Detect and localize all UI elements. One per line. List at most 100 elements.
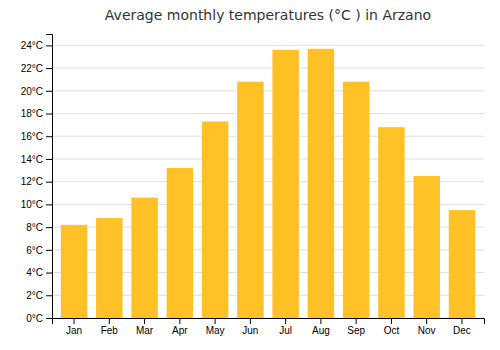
tick-label: Feb — [101, 325, 119, 336]
tick-label: 22°C — [21, 63, 43, 74]
grid-line — [52, 45, 484, 46]
tick: 0°C — [26, 313, 52, 324]
tick-mark — [46, 136, 52, 137]
axis-line — [46, 35, 53, 319]
axis-line — [53, 319, 485, 325]
tick-label: 14°C — [21, 154, 43, 165]
bar — [413, 176, 439, 318]
tick-label: 24°C — [21, 40, 43, 51]
tick-mark — [46, 45, 52, 46]
tick: 8°C — [26, 222, 52, 233]
grid-line — [52, 158, 484, 159]
tick: 4°C — [26, 267, 52, 278]
tick-mark — [46, 227, 52, 228]
tick: Jun — [242, 318, 258, 336]
bar — [378, 127, 404, 318]
tick: Jan — [66, 318, 82, 336]
tick-label: 2°C — [26, 290, 43, 301]
tick: Sep — [347, 318, 365, 336]
tick: Oct — [384, 318, 400, 336]
tick: 12°C — [21, 176, 52, 187]
tick-mark — [46, 159, 52, 160]
tick-label: 6°C — [26, 245, 43, 256]
tick-label: Jun — [242, 325, 258, 336]
bar — [272, 50, 298, 318]
tick-mark — [320, 318, 321, 324]
tick-label: Jul — [279, 325, 292, 336]
tick: Nov — [418, 318, 436, 336]
bar — [61, 225, 87, 318]
tick: Apr — [172, 318, 188, 336]
tick-label: 16°C — [21, 131, 43, 142]
tick-mark — [426, 318, 427, 324]
tick: Aug — [312, 318, 330, 336]
tick-label: 10°C — [21, 199, 43, 210]
tick-label: Aug — [312, 325, 330, 336]
tick-mark — [46, 91, 52, 92]
title: Average monthly temperatures (°C ) in Ar… — [105, 7, 431, 23]
bar — [343, 82, 369, 318]
tick-label: 8°C — [26, 222, 43, 233]
tick: 14°C — [21, 154, 52, 165]
tick-label: 18°C — [21, 108, 43, 119]
y-axis: 0°C 2°C 4°C 6°C 8°C 10°C 12°C 14°C 16°C 18°C 20°C 2… — [21, 35, 53, 324]
tick: Jul — [279, 318, 292, 336]
tick-mark — [46, 273, 52, 274]
tick-mark — [46, 295, 52, 296]
grid — [52, 45, 484, 318]
tick-mark — [250, 318, 251, 324]
tick-label: Jan — [66, 325, 82, 336]
tick: 2°C — [26, 290, 52, 301]
tick-mark — [215, 318, 216, 324]
tick-label: Sep — [347, 325, 365, 336]
bar — [308, 49, 334, 318]
tick: 10°C — [21, 199, 52, 210]
tick-label: 0°C — [26, 313, 43, 324]
tick: 16°C — [21, 131, 52, 142]
tick: 22°C — [21, 63, 52, 74]
tick: Mar — [136, 318, 154, 336]
plot: 0°C 2°C 4°C 6°C 8°C 10°C 12°C 14°C 16°C 18°C 20°C 2… — [21, 35, 485, 337]
bar — [237, 82, 263, 318]
grid-line — [52, 113, 484, 114]
tick-mark — [391, 318, 392, 324]
bar — [202, 121, 228, 318]
bar — [167, 168, 193, 318]
tick-mark — [74, 318, 75, 324]
tick-mark — [46, 250, 52, 251]
tick-label: Apr — [172, 325, 188, 336]
tick: Feb — [101, 318, 119, 336]
chart: 0°C 2°C 4°C 6°C 8°C 10°C 12°C 14°C 16°C 18°C 20°C 2… — [0, 0, 500, 350]
tick-mark — [285, 318, 286, 324]
tick: 6°C — [26, 245, 52, 256]
tick-label: 12°C — [21, 176, 43, 187]
tick-mark — [46, 204, 52, 205]
tick-mark — [109, 318, 110, 324]
tick: 20°C — [21, 86, 52, 97]
bars — [61, 49, 475, 318]
tick-mark — [356, 318, 357, 324]
bar — [449, 210, 475, 318]
tick-label: Nov — [418, 325, 436, 336]
tick-mark — [461, 318, 462, 324]
tick: May — [206, 318, 225, 336]
tick-label: May — [206, 325, 225, 336]
tick-label: Oct — [384, 325, 400, 336]
tick: Dec — [453, 318, 471, 336]
tick-mark — [46, 68, 52, 69]
grid-line — [52, 136, 484, 137]
tick-label: 20°C — [21, 86, 43, 97]
tick-mark — [144, 318, 145, 324]
grid-line — [52, 68, 484, 69]
tick-label: 4°C — [26, 267, 43, 278]
tick: 24°C — [21, 40, 52, 51]
tick-mark — [179, 318, 180, 324]
x-axis: Jan Feb Mar Apr May Jun Jul Aug Sep Oct Nov Dec — [53, 318, 485, 336]
tick-label: Dec — [453, 325, 471, 336]
grid-line — [52, 90, 484, 91]
tick-mark — [46, 182, 52, 183]
tick: 18°C — [21, 108, 52, 119]
bar — [96, 218, 122, 318]
bar — [131, 198, 157, 318]
tick-mark — [46, 318, 52, 319]
